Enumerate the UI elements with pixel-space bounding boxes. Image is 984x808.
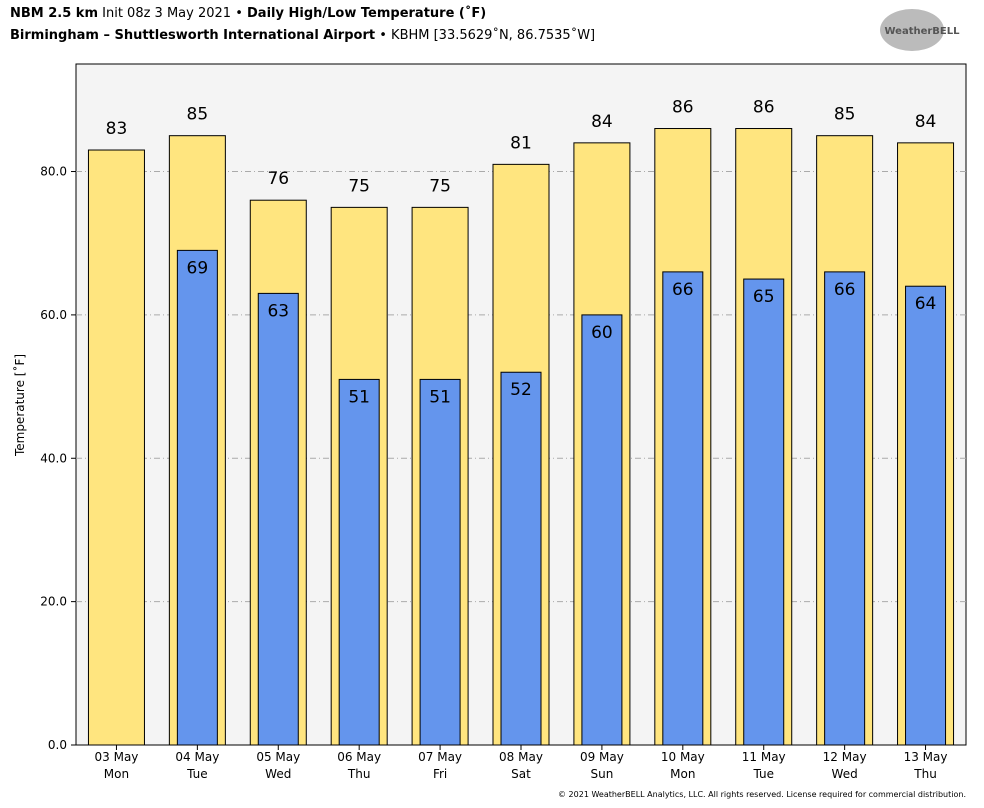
value-label: 65: [753, 287, 775, 307]
value-label: 84: [591, 112, 613, 132]
value-label: 84: [915, 112, 937, 132]
bar: [905, 285, 947, 746]
x-tick-label: 03 May: [95, 750, 139, 764]
logo: WeatherBELL: [884, 26, 960, 37]
bar: [581, 314, 623, 746]
x-tick-label: 08 May: [499, 750, 543, 764]
y-tick-label: 60.0: [40, 308, 67, 322]
bar: [338, 378, 380, 746]
title: NBM 2.5 km Init 08z 3 May 2021 • Daily H…: [10, 6, 486, 21]
logo-mark: [880, 9, 944, 51]
x-tick-label: Tue: [186, 767, 208, 781]
x-tick-label: 06 May: [337, 750, 381, 764]
x-tick-label: 11 May: [742, 750, 786, 764]
value-label: 85: [834, 105, 856, 125]
bar: [87, 149, 145, 746]
value-label: 51: [429, 387, 451, 407]
value-label: 81: [510, 133, 532, 153]
value-label: 69: [187, 258, 209, 278]
value-label: 85: [187, 105, 209, 125]
y-tick-label: 40.0: [40, 451, 67, 465]
x-tick-label: 10 May: [661, 750, 705, 764]
y-tick-label: 0.0: [48, 738, 67, 752]
copyright: © 2021 WeatherBELL Analytics, LLC. All r…: [558, 790, 966, 799]
value-label: 75: [348, 176, 370, 196]
subtitle: Birmingham – Shuttlesworth International…: [10, 28, 595, 43]
x-tick-label: Fri: [433, 767, 447, 781]
bar: [257, 292, 299, 746]
bar: [662, 271, 704, 746]
x-tick-label: Sat: [511, 767, 531, 781]
bar: [824, 271, 866, 746]
x-tick-label: Thu: [913, 767, 937, 781]
x-tick-label: Thu: [347, 767, 371, 781]
value-label: 60: [591, 323, 613, 343]
y-tick-label: 20.0: [40, 595, 67, 609]
value-label: 86: [753, 98, 775, 118]
bar: [176, 249, 218, 746]
value-label: 66: [672, 280, 694, 300]
x-tick-label: 04 May: [175, 750, 219, 764]
title-model: NBM 2.5 km: [10, 6, 98, 21]
value-label: 63: [267, 301, 289, 321]
x-tick-label: 12 May: [823, 750, 867, 764]
value-label: 76: [267, 169, 289, 189]
value-label: 83: [106, 119, 128, 139]
separator: •: [379, 28, 387, 43]
x-tick-label: Mon: [104, 767, 129, 781]
bar: [743, 278, 785, 746]
bar: [419, 378, 461, 746]
value-label: 75: [429, 176, 451, 196]
x-tick-label: Wed: [832, 767, 858, 781]
value-label: 51: [348, 387, 370, 407]
x-tick-label: Sun: [590, 767, 613, 781]
title-name: Daily High/Low Temperature (˚F): [247, 6, 487, 21]
y-tick-label: 80.0: [40, 165, 67, 179]
value-label: 66: [834, 280, 856, 300]
bar: [500, 371, 542, 746]
x-tick-label: 13 May: [904, 750, 948, 764]
x-tick-label: Tue: [752, 767, 774, 781]
x-tick-label: Mon: [670, 767, 695, 781]
title-init: Init 08z 3 May 2021: [102, 6, 232, 21]
x-tick-label: 07 May: [418, 750, 462, 764]
x-tick-label: 05 May: [256, 750, 300, 764]
separator: •: [235, 6, 243, 21]
station-code: KBHM [33.5629˚N, 86.7535˚W]: [391, 28, 596, 43]
value-label: 64: [915, 294, 937, 314]
value-label: 52: [510, 380, 532, 400]
value-label: 86: [672, 98, 694, 118]
station: Birmingham – Shuttlesworth International…: [10, 28, 376, 43]
x-tick-label: Wed: [265, 767, 291, 781]
x-tick-label: 09 May: [580, 750, 624, 764]
y-axis-label: Temperature [˚F]: [12, 354, 27, 457]
